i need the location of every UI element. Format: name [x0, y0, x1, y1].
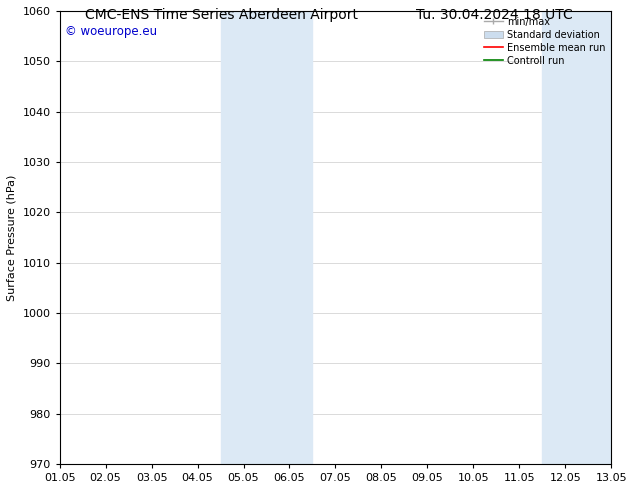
Y-axis label: Surface Pressure (hPa): Surface Pressure (hPa): [7, 174, 17, 301]
Bar: [542, 11, 611, 464]
Text: © woeurope.eu: © woeurope.eu: [65, 24, 157, 38]
Text: CMC-ENS Time Series Aberdeen Airport: CMC-ENS Time Series Aberdeen Airport: [86, 8, 358, 22]
Bar: [221, 11, 313, 464]
Legend: min/max, Standard deviation, Ensemble mean run, Controll run: min/max, Standard deviation, Ensemble me…: [480, 13, 609, 70]
Text: Tu. 30.04.2024 18 UTC: Tu. 30.04.2024 18 UTC: [416, 8, 573, 22]
